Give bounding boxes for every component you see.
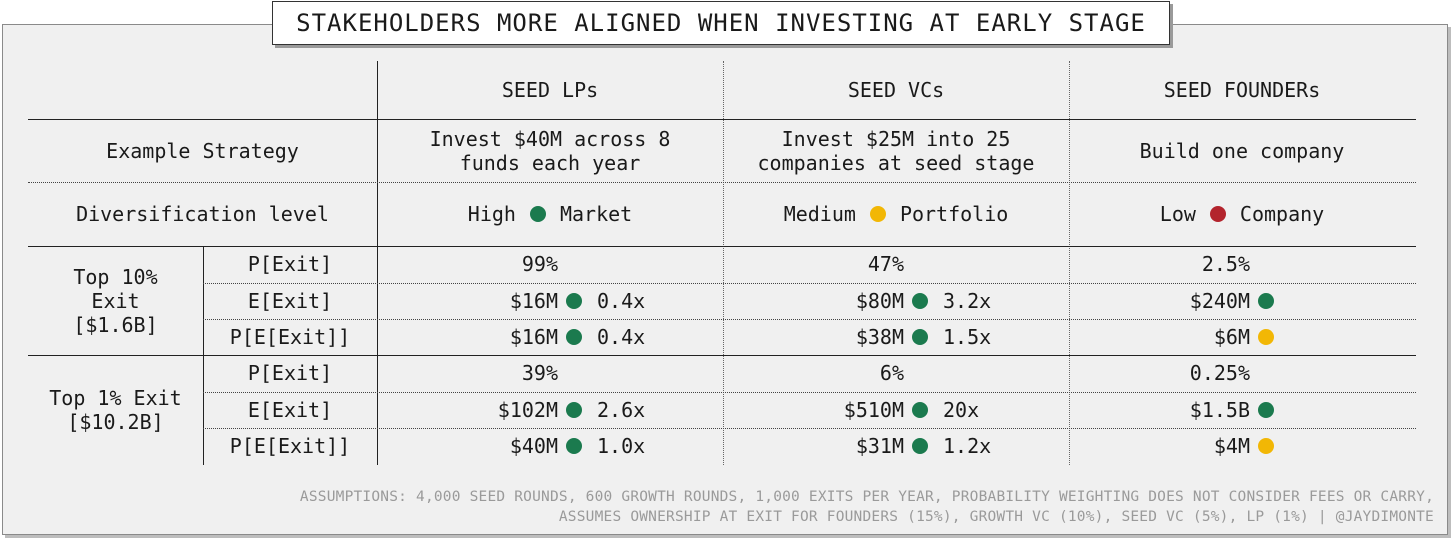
divider bbox=[203, 319, 1416, 320]
table-cell-value: $38M bbox=[855, 325, 904, 349]
divider bbox=[28, 119, 1416, 120]
multiple-value: 0.4x bbox=[597, 289, 646, 313]
green-dot-icon bbox=[1258, 293, 1274, 309]
green-dot-icon bbox=[566, 293, 582, 309]
row-label: Example Strategy bbox=[106, 138, 299, 163]
table-cell-value: $40M bbox=[509, 434, 558, 458]
multiple-value: 1.5x bbox=[943, 325, 992, 349]
table-card bbox=[2, 24, 1448, 535]
column-header: SEED FOUNDERs bbox=[1163, 78, 1321, 102]
table-cell-value: $80M bbox=[855, 289, 904, 313]
divider bbox=[28, 182, 1416, 183]
table-cell-value: $4M bbox=[1213, 434, 1250, 458]
column-header: SEED LPs bbox=[501, 78, 599, 102]
metric-label: P[Exit] bbox=[247, 361, 333, 385]
multiple-value: 2.6x bbox=[597, 398, 646, 422]
table-cell-value: $240M bbox=[1189, 289, 1250, 313]
strategy-line: Invest $40M across 8 bbox=[429, 126, 671, 151]
diversification-level: Low bbox=[1159, 202, 1196, 226]
multiple-value: 1.0x bbox=[597, 434, 646, 458]
multiple-value: 1.2x bbox=[943, 434, 992, 458]
column-header: SEED VCs bbox=[847, 78, 945, 102]
group-label-line: [$1.6B] bbox=[73, 312, 158, 337]
divider bbox=[203, 283, 1416, 284]
diversification-level: High bbox=[467, 202, 516, 226]
divider bbox=[1069, 61, 1070, 465]
table-cell-value: $6M bbox=[1213, 325, 1250, 349]
strategy-cell: Build one company bbox=[1069, 119, 1415, 182]
strategy-cell: Invest $40M across 8 funds each year bbox=[377, 119, 723, 182]
green-dot-icon bbox=[1258, 402, 1274, 418]
divider bbox=[723, 61, 724, 465]
group-label-line: Exit bbox=[91, 288, 140, 313]
strategy-line: companies at seed stage bbox=[757, 150, 1035, 175]
diversification-scope: Portfolio bbox=[899, 202, 1009, 226]
metric-label: P[Exit] bbox=[247, 252, 333, 276]
green-dot-icon bbox=[912, 329, 928, 345]
group-label: Top 1% Exit [$10.2B] bbox=[28, 355, 203, 465]
table-cell-value: $1.5B bbox=[1189, 398, 1250, 422]
multiple-value: 3.2x bbox=[943, 289, 992, 313]
diversification-cell: Medium Portfolio bbox=[723, 182, 1069, 246]
diversification-level: Medium bbox=[783, 202, 856, 226]
table-cell-value: 6% bbox=[879, 361, 904, 385]
green-dot-icon bbox=[529, 206, 546, 222]
group-label-line: Top 10% bbox=[73, 264, 158, 289]
divider bbox=[203, 428, 1416, 429]
multiple-value: 20x bbox=[943, 398, 980, 422]
divider bbox=[203, 392, 1416, 393]
divider bbox=[377, 61, 378, 465]
table-cell-value: $102M bbox=[497, 398, 558, 422]
table-cell-value: 99% bbox=[521, 252, 558, 276]
table-cell-value: $510M bbox=[843, 398, 904, 422]
yellow-dot-icon bbox=[1258, 438, 1274, 454]
divider bbox=[28, 246, 1416, 247]
metric-label: E[Exit] bbox=[247, 398, 333, 422]
page-title: STAKEHOLDERS MORE ALIGNED WHEN INVESTING… bbox=[272, 1, 1170, 45]
diversification-scope: Market bbox=[559, 202, 633, 226]
green-dot-icon bbox=[566, 402, 582, 418]
strategy-line: Invest $25M into 25 bbox=[781, 126, 1011, 151]
yellow-dot-icon bbox=[1258, 329, 1274, 345]
diversification-scope: Company bbox=[1239, 202, 1325, 226]
diversification-cell: Low Company bbox=[1069, 182, 1415, 246]
table-cell-value: $31M bbox=[855, 434, 904, 458]
strategy-line: Build one company bbox=[1139, 138, 1345, 163]
table-cell-value: 2.5% bbox=[1201, 252, 1250, 276]
group-label-line: [$10.2B] bbox=[67, 410, 164, 434]
green-dot-icon bbox=[566, 329, 582, 345]
diversification-cell: High Market bbox=[377, 182, 723, 246]
table-cell-value: $16M bbox=[509, 289, 558, 313]
table-cell-value: $16M bbox=[509, 325, 558, 349]
table-cell-value: 39% bbox=[521, 361, 558, 385]
row-label: Diversification level bbox=[76, 202, 329, 226]
red-dot-icon bbox=[1209, 206, 1226, 222]
green-dot-icon bbox=[912, 293, 928, 309]
divider bbox=[28, 355, 1416, 356]
footnote: ASSUMES OWNERSHIP AT EXIT FOR FOUNDERS (… bbox=[558, 509, 1434, 525]
group-label: Top 10% Exit [$1.6B] bbox=[28, 246, 203, 355]
group-label-line: Top 1% Exit bbox=[49, 386, 182, 410]
metric-label: P[E[Exit]] bbox=[229, 325, 351, 349]
table-cell-value: 0.25% bbox=[1189, 361, 1250, 385]
multiple-value: 0.4x bbox=[597, 325, 646, 349]
green-dot-icon bbox=[912, 438, 928, 454]
footnote: ASSUMPTIONS: 4,000 SEED ROUNDS, 600 GROW… bbox=[299, 489, 1434, 505]
metric-label: E[Exit] bbox=[247, 289, 333, 313]
table-cell-value: 47% bbox=[867, 252, 904, 276]
metric-label: P[E[Exit]] bbox=[229, 434, 351, 458]
green-dot-icon bbox=[566, 438, 582, 454]
strategy-line: funds each year bbox=[459, 150, 641, 175]
strategy-cell: Invest $25M into 25 companies at seed st… bbox=[723, 119, 1069, 182]
green-dot-icon bbox=[912, 402, 928, 418]
yellow-dot-icon bbox=[869, 206, 886, 222]
